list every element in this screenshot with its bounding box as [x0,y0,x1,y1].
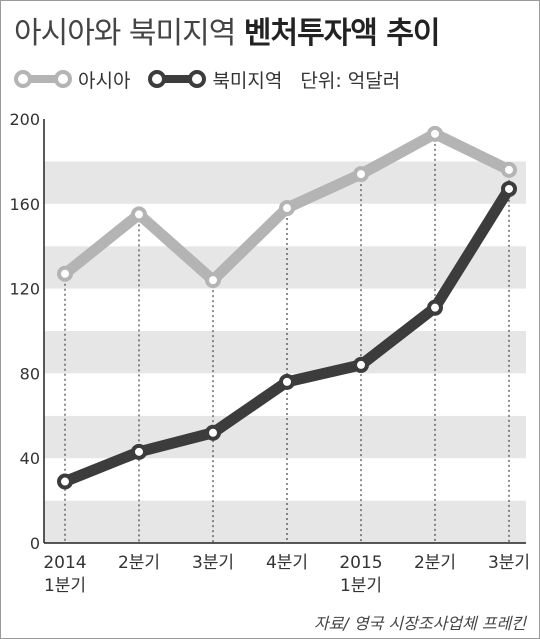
x-tick-label: 3분기 [192,553,234,573]
legend-north-america-label: 북미지역 [212,69,283,92]
x-tick-label: 1분기 [44,576,86,596]
data-point-north-america [205,424,221,441]
unit-label: 단위: 억달러 [300,69,401,92]
x-tick-label: 2분기 [414,553,456,573]
data-point-asia [353,166,369,183]
y-tick-label: 0 [30,534,40,553]
x-tick-label: 2015 [339,553,382,573]
grid-band [44,500,526,543]
grid-band-light [44,288,526,331]
legend-north-america-marker [148,68,207,90]
legend-asia-marker [14,68,72,90]
data-point-north-america [57,473,73,490]
data-point-asia [131,206,147,223]
x-tick-label: 2014 [43,553,86,573]
grid-band [44,161,526,204]
data-point-north-america [279,373,295,390]
x-tick-label: 3분기 [488,553,530,573]
legend-asia-label: 아시아 [78,69,131,92]
y-tick-label: 80 [20,364,40,383]
grid-band-light [44,458,526,501]
x-tick-label: 1분기 [340,576,382,596]
y-tick-label: 120 [9,280,40,299]
data-point-asia [57,265,73,282]
source-note: 자료/ 영국 시장조사업체 프레킨 [313,614,526,633]
x-tick-label: 2분기 [118,553,160,573]
grid-band [44,331,526,374]
y-tick-label: 160 [9,195,40,214]
data-point-north-america [501,180,517,197]
y-tick-label: 40 [20,449,40,468]
data-point-asia [279,200,295,217]
data-point-asia [501,161,517,178]
title-bold: 벤처투자액 추이 [243,16,441,51]
chart-title: 아시아와 북미지역 벤처투자액 추이 [14,8,441,52]
data-point-asia [205,272,221,289]
y-tick-label: 200 [9,110,40,129]
title-regular: 아시아와 북미지역 [14,16,236,51]
data-point-north-america [131,443,147,460]
data-point-asia [427,125,443,142]
data-point-north-america [353,356,369,373]
data-point-north-america [427,299,443,316]
x-tick-label: 4분기 [266,553,308,573]
grid-band [44,415,526,459]
legend: 아시아 북미지역 단위: 억달러 [14,66,400,92]
